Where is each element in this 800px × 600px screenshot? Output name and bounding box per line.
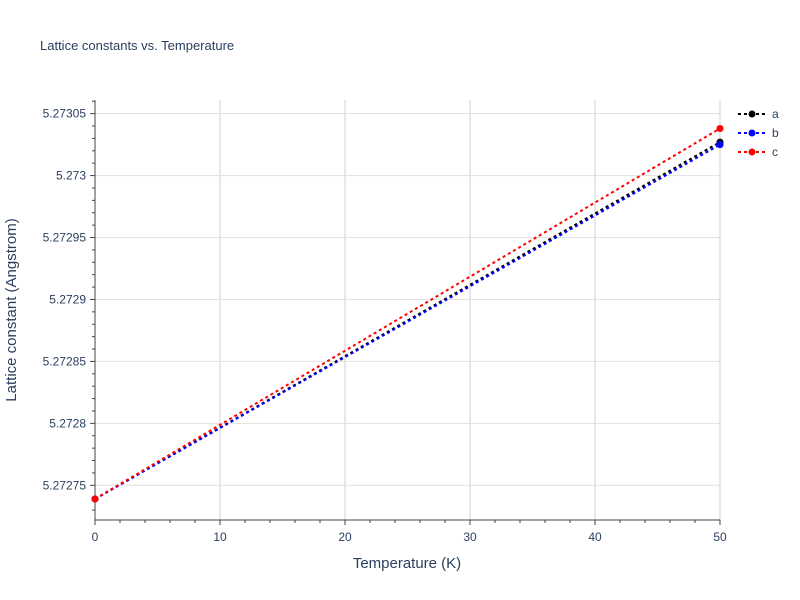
y-axis-title: Lattice constant (Angstrom): [3, 218, 20, 401]
x-tick-label: 50: [713, 530, 727, 544]
series-lines: [91, 124, 724, 503]
series-line-b: [94, 143, 721, 500]
x-tick-label: 30: [463, 530, 477, 544]
x-tick-label: 20: [338, 530, 352, 544]
legend-item-a[interactable]: a: [738, 107, 779, 121]
y-tick-label: 5.2729: [49, 292, 86, 306]
legend[interactable]: abc: [738, 107, 779, 159]
legend-marker-icon: [748, 129, 756, 137]
y-tick-label: 5.273: [56, 169, 86, 183]
x-axis-title: Temperature (K): [353, 555, 461, 572]
y-tick-label: 5.27305: [43, 107, 87, 121]
legend-item-c[interactable]: c: [738, 145, 778, 159]
y-tick-label: 5.2728: [49, 416, 86, 430]
x-tick-label: 10: [213, 530, 227, 544]
series-line-c: [94, 127, 721, 500]
axes: 0 10 20 30 40 50 5.27275 5.2728 5.27285 5.2729 5.2…: [43, 100, 727, 544]
x-tick-label: 40: [588, 530, 602, 544]
legend-marker-icon: [748, 110, 756, 118]
series-line-a: [94, 141, 721, 500]
gridlines: [95, 100, 721, 520]
data-point-c[interactable]: [91, 495, 99, 503]
legend-label: b: [772, 126, 779, 140]
x-tick-label: 0: [92, 530, 99, 544]
legend-label: c: [772, 145, 778, 159]
y-tick-label: 5.27275: [43, 478, 87, 492]
data-point-c[interactable]: [716, 124, 724, 132]
legend-marker-icon: [748, 148, 756, 156]
legend-item-b[interactable]: b: [738, 126, 779, 140]
y-tick-label: 5.27295: [43, 231, 87, 245]
y-tick-label: 5.27285: [43, 354, 87, 368]
legend-label: a: [772, 107, 779, 121]
data-point-b[interactable]: [716, 141, 724, 149]
chart-title: Lattice constants vs. Temperature: [40, 38, 234, 53]
